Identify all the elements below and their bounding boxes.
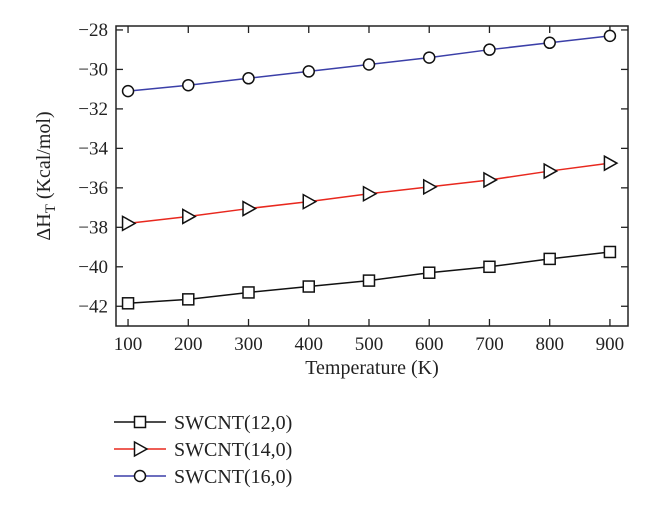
series-3 xyxy=(121,29,617,98)
x-tick-label: 600 xyxy=(415,334,444,355)
data-point xyxy=(362,185,378,203)
data-point xyxy=(422,51,436,64)
legend-entry: SWCNT(12,0) xyxy=(114,412,292,434)
data-point xyxy=(543,36,556,50)
data-point xyxy=(603,154,619,172)
x-tick-label: 900 xyxy=(596,334,625,355)
y-tick-label: −30 xyxy=(78,59,108,80)
data-point xyxy=(422,266,436,279)
y-tick-label: −28 xyxy=(78,20,108,41)
x-axis-title: Temperature (K) xyxy=(305,357,439,379)
data-point xyxy=(302,193,318,210)
x-tick-label: 100 xyxy=(114,334,143,355)
axis-ticks xyxy=(116,26,628,326)
legend-marker xyxy=(133,440,149,458)
y-axis-title-unit: (Kcal/mol) xyxy=(33,111,55,204)
data-point xyxy=(121,297,135,310)
axis-tick-labels: 100 200 300 400 500 600 700 800 900 −42 −40 −38 −36 −… xyxy=(78,20,624,355)
y-axis-title-subscript: T xyxy=(43,204,59,213)
data-point xyxy=(483,43,496,56)
data-point xyxy=(362,58,376,71)
x-tick-label: 800 xyxy=(535,334,564,355)
x-tick-label: 200 xyxy=(174,334,203,355)
data-point xyxy=(242,286,255,299)
series-1 xyxy=(121,245,617,310)
data-point xyxy=(242,72,255,85)
legend-entry: SWCNT(14,0) xyxy=(114,439,292,461)
x-tick-label: 500 xyxy=(355,334,384,355)
y-tick-label: −40 xyxy=(78,257,108,278)
legend-label: SWCNT(14,0) xyxy=(174,439,292,461)
legend-marker xyxy=(133,415,147,429)
series-2 xyxy=(121,154,619,232)
series-layer xyxy=(121,29,619,310)
data-point xyxy=(422,178,438,196)
y-tick-label: −38 xyxy=(78,217,108,238)
data-point xyxy=(483,260,496,274)
data-point xyxy=(362,274,376,287)
data-point xyxy=(483,171,498,189)
data-point xyxy=(302,65,316,78)
legend-label: SWCNT(12,0) xyxy=(174,412,292,434)
data-point xyxy=(543,162,559,180)
x-tick-label: 700 xyxy=(475,334,504,355)
data-point xyxy=(182,293,195,306)
data-point xyxy=(302,280,316,293)
data-point xyxy=(543,252,556,266)
data-point xyxy=(242,200,258,217)
x-tick-label: 400 xyxy=(295,334,324,355)
data-point xyxy=(182,208,197,225)
data-point xyxy=(182,78,195,92)
legend-entry: SWCNT(16,0) xyxy=(114,466,292,488)
y-axis-title-main: ΔH xyxy=(33,213,55,240)
y-tick-label: −36 xyxy=(78,178,108,199)
legend-marker xyxy=(133,469,147,483)
legend: SWCNT(12,0) SWCNT(14,0) SWCNT(16,0) xyxy=(114,412,292,488)
x-tick-label: 300 xyxy=(234,334,263,355)
y-axis-title: ΔHT (Kcal/mol) xyxy=(33,111,59,240)
y-tick-label: −34 xyxy=(78,138,108,159)
data-point xyxy=(121,215,137,232)
legend-label: SWCNT(16,0) xyxy=(174,466,292,488)
y-tick-label: −32 xyxy=(78,99,108,120)
data-point xyxy=(603,29,617,43)
plot-frame xyxy=(115,25,629,327)
data-point xyxy=(121,84,135,98)
data-point xyxy=(603,245,617,259)
y-tick-label: −42 xyxy=(78,296,108,317)
